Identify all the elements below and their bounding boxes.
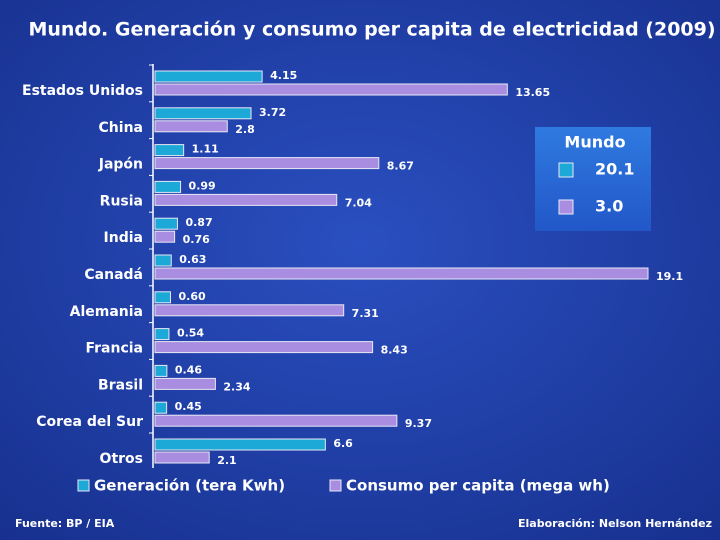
category-label: Corea del Sur — [36, 414, 143, 430]
category-label: China — [99, 120, 143, 136]
bar — [154, 401, 168, 414]
category-label: Canadá — [84, 267, 143, 283]
bar — [154, 157, 380, 170]
legend-label: Consumo per capita (mega wh) — [346, 477, 610, 495]
bar — [154, 217, 178, 230]
inset-box — [535, 127, 651, 231]
value-label: 9.37 — [405, 417, 432, 430]
value-label: 0.60 — [178, 290, 205, 303]
value-label: 0.63 — [179, 253, 206, 266]
value-label: 0.46 — [175, 363, 202, 376]
value-label: 0.45 — [175, 400, 202, 413]
bar — [154, 377, 216, 390]
value-label: 2.1 — [217, 454, 237, 467]
bar — [154, 291, 171, 304]
category-label: Alemania — [70, 304, 143, 320]
bar — [154, 328, 170, 341]
category-label: India — [104, 230, 143, 246]
value-label: 0.99 — [189, 179, 216, 192]
category-label: Otros — [100, 451, 143, 467]
bar — [154, 120, 228, 133]
value-label: 8.43 — [381, 344, 408, 357]
bar — [154, 144, 185, 157]
value-label: 3.72 — [259, 106, 286, 119]
legend-label: Generación (tera Kwh) — [94, 477, 285, 495]
value-label: 2.34 — [223, 380, 250, 393]
category-label: Estados Unidos — [22, 83, 143, 99]
category-label: Francia — [85, 341, 143, 357]
bar — [154, 304, 345, 317]
inset-title: Mundo — [564, 133, 625, 152]
inset-value: 3.0 — [595, 197, 623, 216]
value-label: 19.1 — [656, 270, 683, 283]
inset-value: 20.1 — [595, 160, 634, 179]
chart-title: Mundo. Generación y consumo per capita d… — [28, 19, 715, 41]
value-label: 7.31 — [352, 307, 379, 320]
value-label: 6.6 — [333, 437, 353, 450]
category-label: Brasil — [98, 377, 143, 393]
bar — [154, 83, 508, 96]
value-label: 4.15 — [270, 69, 297, 82]
bar — [154, 230, 176, 243]
value-label: 0.54 — [177, 327, 204, 340]
legend-swatch — [77, 479, 90, 492]
bar — [154, 70, 263, 83]
legend-swatch — [329, 479, 342, 492]
inset-swatch — [558, 199, 574, 215]
bar — [154, 267, 649, 280]
bar — [154, 364, 168, 377]
bar — [154, 107, 252, 120]
value-label: 0.76 — [183, 233, 210, 246]
bar — [154, 180, 182, 193]
category-label: Japón — [98, 157, 143, 173]
category-label: Rusia — [100, 193, 143, 209]
bar — [154, 341, 374, 354]
value-label: 0.87 — [185, 216, 212, 229]
bar — [154, 193, 338, 206]
value-label: 8.67 — [387, 160, 414, 173]
inset-swatch — [558, 162, 574, 178]
bar — [154, 451, 210, 464]
credit: Elaboración: Nelson Hernández — [518, 517, 712, 530]
bar — [154, 438, 326, 451]
bar — [154, 254, 172, 267]
bar — [154, 414, 398, 427]
value-label: 2.8 — [235, 123, 255, 136]
value-label: 13.65 — [515, 86, 550, 99]
value-label: 1.11 — [192, 143, 219, 156]
source: Fuente: BP / EIA — [15, 517, 115, 530]
value-label: 7.04 — [345, 196, 372, 209]
